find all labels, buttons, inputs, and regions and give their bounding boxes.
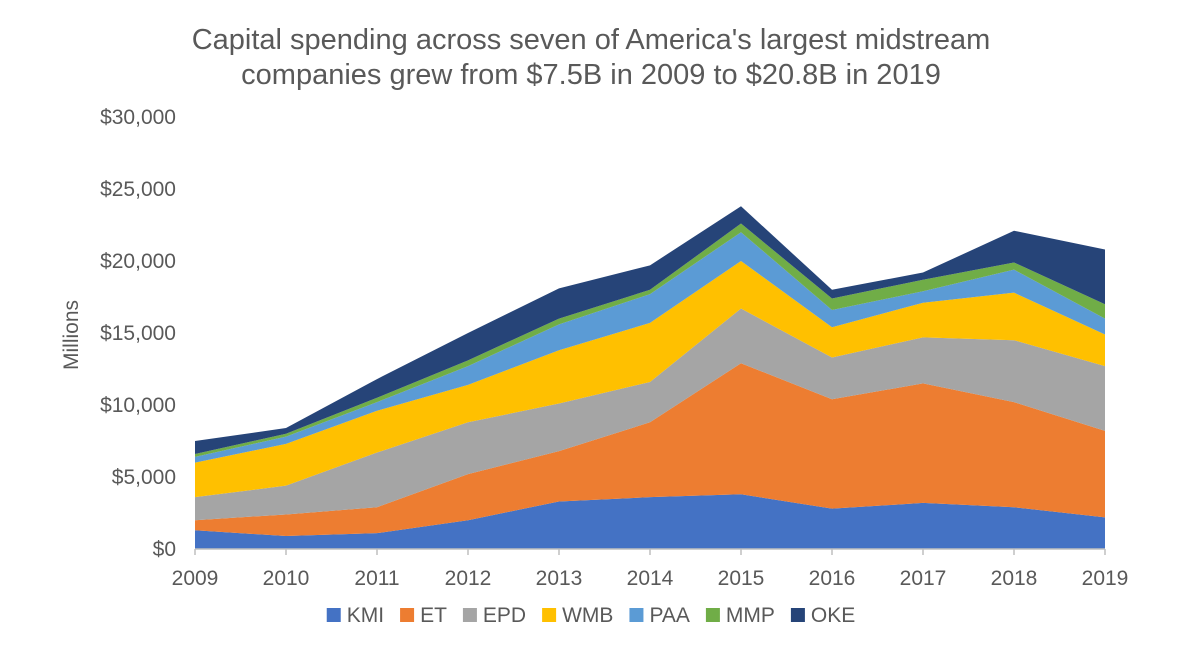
legend-swatch [705,608,720,622]
legend-item-epd: EPD [462,604,526,627]
chart-title-line-2: companies grew from $7.5B in 2009 to $20… [241,59,941,91]
legend-item-paa: PAA [629,604,690,627]
y-tick-label: $5,000 [112,466,176,489]
chart-title-line-1: Capital spending across seven of America… [192,24,991,56]
x-tick-label: 2009 [172,567,219,590]
legend-swatch [462,608,477,622]
legend-item-oke: OKE [790,604,855,627]
legend-item-wmb: WMB [542,604,613,627]
y-axis-ticks: $0 $5,000 $10,000 $15,000 $20,000 $25,000 $30,… [100,106,176,561]
y-tick-label: $0 [153,538,176,561]
x-tick-label: 2019 [1082,567,1129,590]
y-tick-label: $20,000 [100,250,176,273]
x-tick-label: 2017 [900,567,947,590]
legend-label: EPD [483,604,526,627]
legend-label: OKE [811,604,855,627]
legend-label: ET [420,604,447,627]
x-tick-label: 2018 [991,567,1038,590]
legend-item-kmi: KMI [326,604,384,627]
legend-item-mmp: MMP [705,604,775,627]
x-tick-label: 2016 [809,567,856,590]
area-epd [195,308,1105,521]
x-tick-label: 2015 [718,567,765,590]
y-tick-label: $30,000 [100,106,176,129]
legend-swatch [790,608,805,622]
x-tick-label: 2012 [445,567,492,590]
area-wmb [195,261,1105,498]
legend: KMI ET EPD WMB PAA MMP OKE [326,604,855,627]
legend-label: MMP [726,604,775,627]
x-tick-label: 2013 [536,567,583,590]
x-axis: 2009 2010 2011 2012 2013 2014 2015 2016 2017 2018… [172,548,1129,590]
area-paa [195,232,1105,463]
legend-label: PAA [649,604,689,627]
legend-swatch [629,608,644,622]
legend-item-et: ET [400,604,447,627]
x-tick-label: 2011 [354,567,399,590]
legend-swatch [326,608,341,622]
area-kmi [195,494,1105,549]
legend-swatch [542,608,557,622]
legend-swatch [400,608,415,622]
y-tick-label: $10,000 [100,394,176,417]
area-oke [195,206,1105,454]
y-axis-label: Millions [60,300,83,370]
y-tick-label: $15,000 [100,322,176,345]
x-tick-label: 2014 [627,567,674,590]
chart-title: Capital spending across seven of America… [192,24,991,91]
series-areas [195,206,1105,549]
legend-label: WMB [562,604,613,627]
legend-label: KMI [347,604,384,627]
x-tick-label: 2010 [263,567,310,590]
area-et [195,363,1105,537]
y-tick-label: $25,000 [100,178,176,201]
